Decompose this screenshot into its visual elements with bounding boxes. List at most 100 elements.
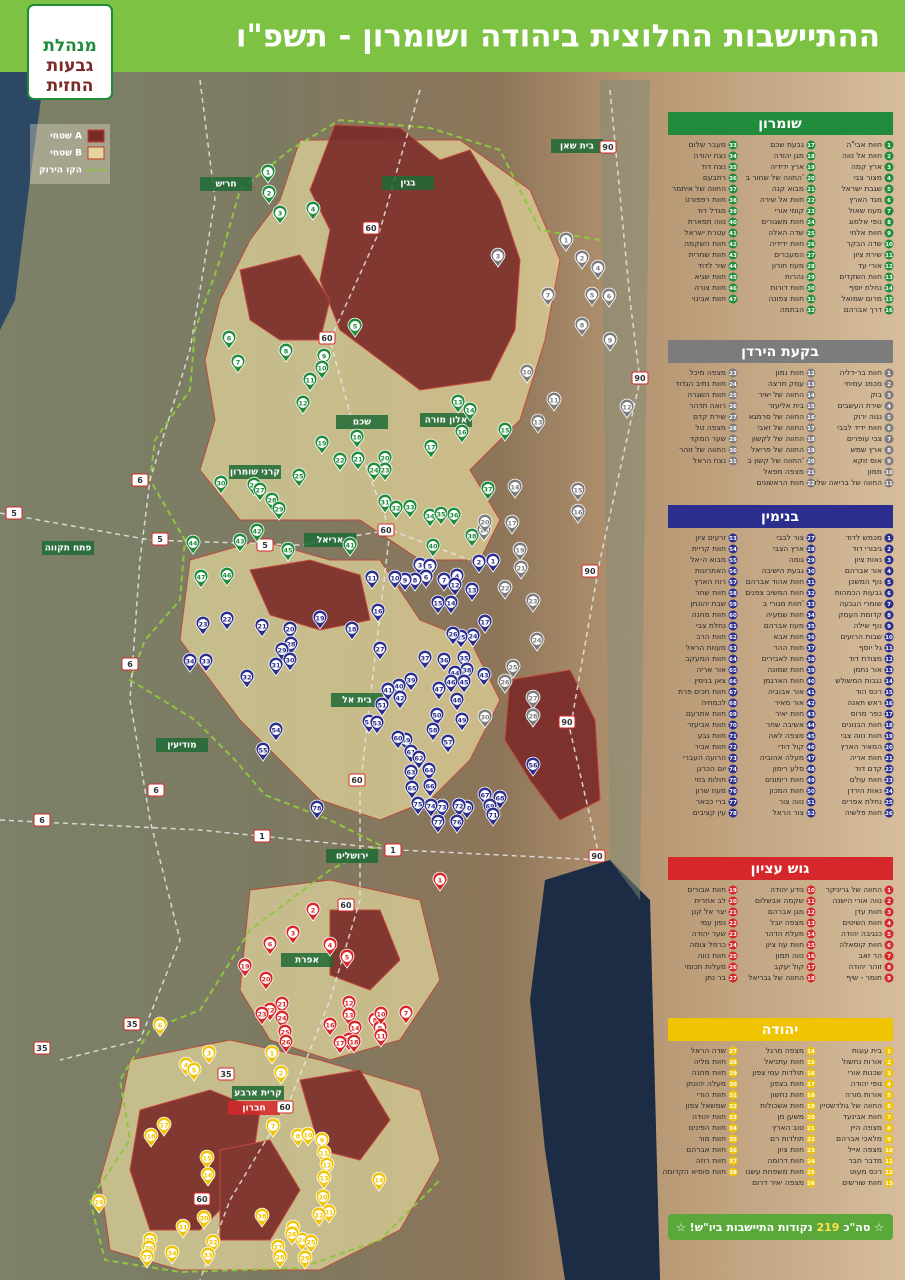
item-number: 53 (729, 536, 737, 542)
pin-number: 37 (420, 655, 429, 663)
item-number: 78 (729, 811, 737, 817)
item-name: חוות המשיב צפנים (745, 588, 804, 597)
item-number: 14 (885, 679, 893, 685)
item-badge (884, 1112, 894, 1122)
item-number: 22 (807, 481, 815, 487)
pin-number: 17 (507, 520, 516, 528)
dead-sea (530, 860, 660, 1280)
item-badge (728, 1101, 738, 1111)
item-number: 12 (807, 371, 815, 377)
pin-number: 18 (146, 1133, 156, 1141)
pin: 55 (255, 741, 271, 762)
pin-center (549, 395, 559, 405)
item-number: 8 (887, 1126, 891, 1132)
pin-number: 76 (452, 819, 462, 827)
item-badge (728, 621, 738, 631)
item-number: 9 (887, 459, 891, 465)
pin-number: 3 (418, 562, 423, 570)
item-number: 3 (887, 558, 891, 564)
item-badge (806, 1057, 816, 1067)
item-badge (806, 1145, 816, 1155)
item-name: שדה האלה (768, 228, 804, 237)
item-name: נוף שילה (854, 621, 882, 630)
road-number: 90 (584, 567, 596, 576)
pin-center (372, 718, 382, 728)
item-name: מעלת הדהר (765, 929, 805, 938)
pin-center (428, 725, 438, 735)
pin-number: 33 (201, 658, 210, 666)
item-name: מלאכי אברהם (836, 1134, 882, 1143)
item-number: 38 (729, 1170, 737, 1176)
item-number: 3 (887, 393, 891, 399)
item-name: מעבר שלום (689, 140, 726, 149)
item-name: חוות דרומה (767, 1156, 804, 1165)
pin: 20 (258, 970, 274, 991)
pin: 13 (341, 1006, 357, 1027)
pin: 3 (490, 247, 506, 268)
item-name: החווה של זאבי (757, 423, 804, 432)
item-number: 32 (729, 1104, 737, 1110)
pin-center (436, 509, 446, 519)
item-name: חוות צורה (694, 283, 726, 292)
item-name: חוות המכון (770, 786, 804, 795)
pin-center (312, 803, 322, 813)
pin-number: 3 (207, 1050, 212, 1058)
pin-number: 8 (413, 577, 418, 585)
item-badge (806, 973, 816, 983)
item-badge (884, 294, 894, 304)
item-name: כרמל צומה (690, 940, 726, 949)
pin-number: 21 (257, 623, 267, 631)
section-title: שומרון (758, 116, 802, 132)
item-number: 46 (729, 286, 737, 292)
item-badge (806, 140, 816, 150)
section-header (668, 505, 893, 528)
pin-center (298, 398, 308, 408)
item-name: מצודת דוד (849, 654, 882, 663)
item-number: 6 (887, 426, 891, 432)
pin: 31 (175, 1218, 191, 1239)
pin: 3 (285, 924, 301, 945)
road-number: 90 (591, 852, 603, 861)
pin-number: 8 (580, 322, 585, 330)
pin-number: 59 (401, 737, 411, 745)
item-badge (728, 1167, 738, 1177)
pin-center (459, 653, 469, 663)
pin-number: 72 (454, 803, 463, 811)
item-number: 55 (729, 558, 737, 564)
item-number: 12 (885, 657, 893, 663)
item-number: 28 (807, 264, 815, 270)
pin: 30 (282, 651, 298, 672)
pin: 2 (305, 901, 321, 922)
pin-center (508, 662, 518, 672)
pin-number: 16 (457, 429, 467, 437)
pin: 13 (530, 413, 546, 434)
pin-number: 32 (208, 1239, 217, 1247)
pin-center (380, 465, 390, 475)
pin-number: 28 (275, 1254, 285, 1262)
pin-number: 35 (459, 655, 469, 663)
pin: 64 (421, 761, 437, 782)
pin: 72 (451, 797, 467, 818)
item-number: 31 (729, 459, 737, 465)
pin: 68 (492, 789, 508, 810)
item-number: 21 (807, 470, 815, 476)
item-badge (884, 467, 894, 477)
pin: 67 (477, 786, 493, 807)
pin-number: 7 (236, 359, 241, 367)
pin-center (528, 596, 538, 606)
road-sign (217, 1067, 235, 1081)
item-badge (806, 676, 816, 686)
item-name: חוות עדן (855, 907, 882, 916)
pin-number: 16 (373, 608, 383, 616)
pin-number: 23 (380, 467, 389, 475)
item-number: 24 (807, 1159, 815, 1165)
item-number: 60 (729, 613, 737, 619)
item-name: חוות משפחת עשנו (745, 1167, 804, 1176)
road-sign (33, 813, 51, 827)
pin-number: 27 (375, 646, 384, 654)
item-name: גומה (789, 555, 804, 564)
item-badge (806, 250, 816, 260)
pin-center (288, 928, 298, 938)
item-badge (884, 1145, 894, 1155)
pin-number: 5 (353, 323, 358, 331)
